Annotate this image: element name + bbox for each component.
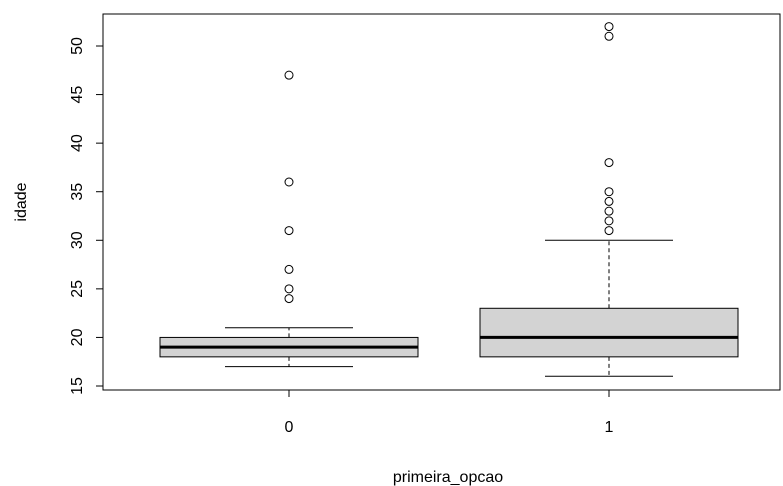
y-axis: 15 20 25 30 35 40 45 50 xyxy=(69,37,104,395)
outlier-point xyxy=(604,31,614,41)
outlier-point xyxy=(284,226,294,236)
x-tick-label: 1 xyxy=(605,419,614,436)
y-axis-label: idade xyxy=(13,182,30,221)
outlier-point xyxy=(604,216,614,226)
y-tick-label: 45 xyxy=(69,86,86,104)
outlier-point xyxy=(604,196,614,206)
y-tick-label: 30 xyxy=(69,231,86,249)
outlier-point xyxy=(604,22,614,32)
y-tick-label: 15 xyxy=(69,377,86,395)
y-tick-label: 25 xyxy=(69,280,86,298)
outlier-point xyxy=(284,70,294,80)
outlier-point xyxy=(284,284,294,294)
outlier-point xyxy=(604,187,614,197)
box-1 xyxy=(479,22,739,377)
outlier-point xyxy=(604,206,614,216)
x-tick-label: 0 xyxy=(285,419,294,436)
y-tick-label: 20 xyxy=(69,328,86,346)
y-tick-label: 50 xyxy=(69,37,86,55)
iqr-box xyxy=(479,307,739,358)
outlier-point xyxy=(604,158,614,168)
outlier-point xyxy=(284,294,294,304)
x-axis-label: primeira_opcao xyxy=(393,469,503,486)
y-tick-label: 35 xyxy=(69,183,86,201)
outlier-point xyxy=(284,264,294,274)
outlier-point xyxy=(284,177,294,187)
outlier-point xyxy=(604,226,614,236)
box-0 xyxy=(159,70,419,368)
boxes-group xyxy=(159,22,739,377)
y-tick-label: 40 xyxy=(69,134,86,152)
